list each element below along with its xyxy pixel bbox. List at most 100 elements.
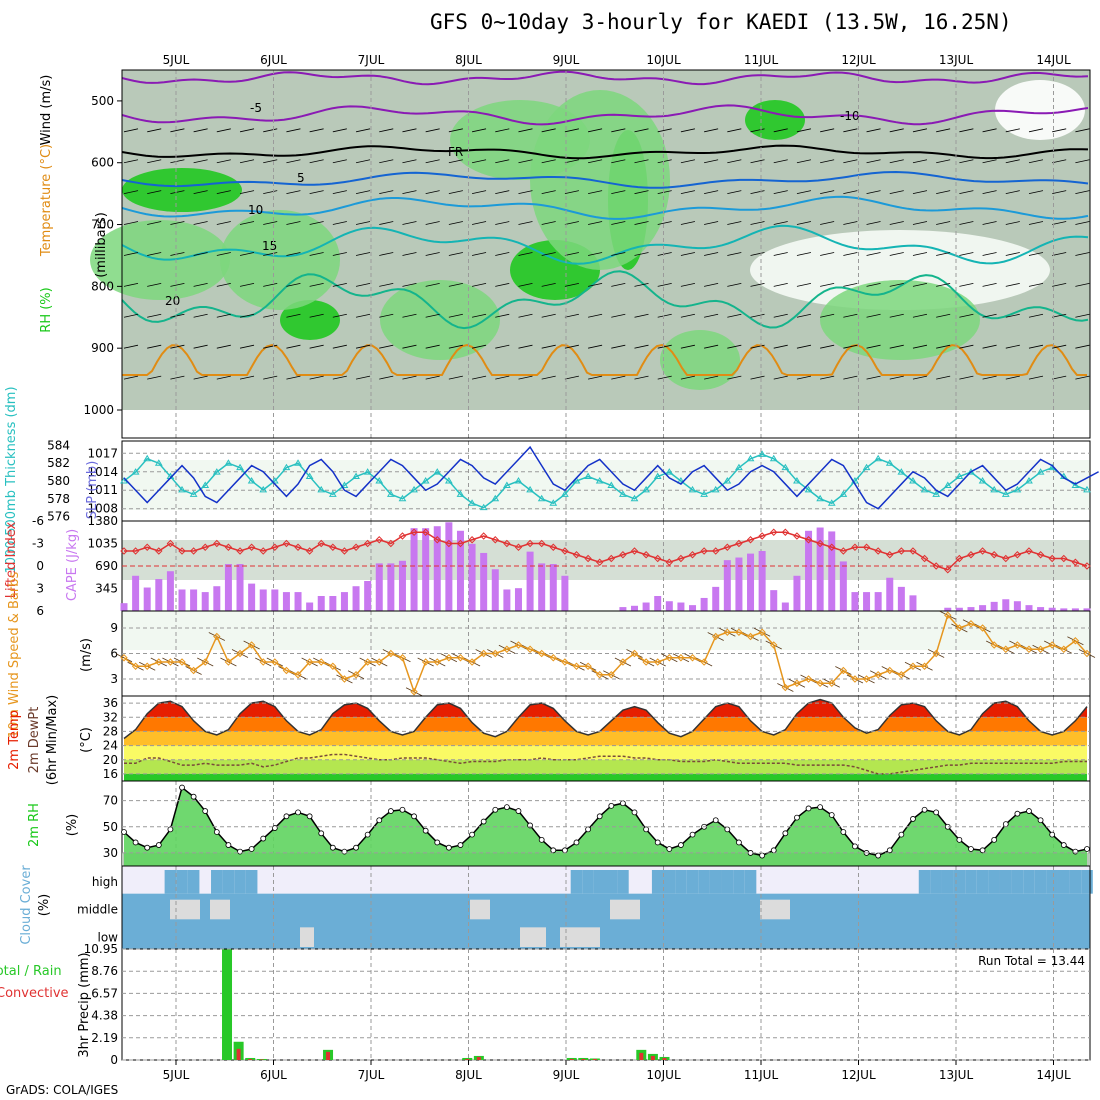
wind-barb: [680, 221, 695, 225]
precip-total-label: Total / Rain: [0, 964, 62, 979]
wind-barb: [611, 282, 626, 287]
cloud-high-cell: [211, 870, 223, 894]
cloud-high-cell: [941, 870, 954, 894]
thickness-line-point: [549, 499, 558, 506]
rh-line-point: [515, 808, 522, 814]
wind-barb: [750, 313, 765, 318]
wind-speed-line-point: [155, 658, 163, 666]
lifted-index-line-point: [155, 547, 163, 555]
t2m-tick-label: 20: [103, 753, 118, 767]
lifted-index-line-point: [526, 539, 534, 548]
wind-barb: [936, 313, 951, 318]
rh-line-point: [840, 829, 847, 835]
wind-speed-line-point: [259, 658, 267, 666]
t2m-band: [124, 745, 1087, 760]
cloud-high-cell: [663, 870, 676, 894]
wind-barb: [147, 313, 162, 318]
cape-bar: [132, 575, 140, 611]
panel-frame: [121, 948, 1091, 1061]
lifted-index-line-point: [1071, 558, 1080, 566]
cape-bar: [944, 607, 952, 611]
lifted-index-line-point: [723, 543, 732, 551]
lifted-index-line-point: [375, 536, 383, 544]
thickness-line-point: [711, 485, 720, 493]
cloud-gap-cell: [610, 899, 640, 920]
wind-barb: [843, 190, 858, 195]
wind-barb: [773, 221, 788, 225]
wind-barb: [611, 159, 626, 164]
rh-line-point: [399, 806, 406, 813]
wind-barb: [495, 190, 510, 195]
thickness-line-point: [909, 477, 917, 484]
date-label-bottom: 14JUL: [1036, 1068, 1071, 1082]
precip-tick-label: 10.95: [84, 942, 118, 956]
wind-barb: [1075, 190, 1090, 195]
rh-line-point: [411, 813, 417, 820]
wind-barb: [843, 159, 858, 164]
cloud-high-cell: [953, 870, 966, 894]
lifted-index-line-point: [758, 532, 766, 540]
wind-speed-line-point: [584, 662, 592, 670]
lifted-index-line-point: [909, 547, 917, 555]
wind-speed-line-point: [642, 658, 650, 666]
wind-barb: [866, 313, 881, 318]
wind-barb: [402, 344, 417, 349]
wind-barb: [239, 128, 255, 133]
cloud-high-cell: [617, 870, 629, 894]
wind-speed-line-point: [503, 645, 511, 653]
wind-barb: [448, 221, 463, 225]
wind-tick-label: 6: [110, 647, 118, 661]
cape-bar: [689, 605, 697, 611]
wind-speed-line-point: [561, 658, 569, 666]
thickness-line-point: [897, 468, 906, 475]
wind-speed-line-point: [839, 666, 848, 675]
rh-moist-region: [820, 280, 980, 360]
wind-barb: [402, 221, 417, 225]
wind-barb: [912, 221, 928, 225]
date-label-top: 5JUL: [163, 53, 190, 67]
wind-barb: [123, 344, 139, 349]
wind-barb: [518, 252, 533, 256]
lifted-index-line-point: [619, 551, 627, 559]
cape-bar: [851, 592, 859, 611]
rh-line-point: [770, 847, 777, 854]
date-label-top: 11JUL: [744, 53, 779, 67]
thickness-line-point: [700, 490, 709, 497]
precip-conv-bar: [592, 1058, 597, 1060]
cape-bar: [538, 563, 546, 611]
wind-barb: [982, 159, 997, 164]
wind-barb: [1028, 313, 1044, 318]
contour-label: 10: [248, 203, 263, 217]
rh-line-point: [782, 830, 789, 837]
wind-speed-line-point: [595, 671, 604, 679]
cloud-unit-label: (%): [37, 894, 52, 917]
wind-barb: [495, 344, 510, 349]
wind-barb: [518, 221, 533, 225]
wind-speed-line-point: [387, 649, 395, 658]
cape-bar: [259, 589, 267, 611]
lifted-index-line-point: [1002, 554, 1010, 563]
wind-barb: [936, 344, 951, 349]
cloud-gap-cell: [760, 899, 790, 920]
wind-barb: [866, 344, 881, 349]
wind-barb: [495, 221, 510, 225]
t2m-unit-label: (°C): [79, 727, 94, 753]
wind-label: Wind (m/s): [39, 75, 54, 146]
lifted-index-line-point: [120, 547, 128, 555]
wind-barb: [147, 159, 162, 164]
wind-barb: [704, 313, 719, 318]
wind-barb: [1028, 159, 1044, 164]
lifted-index-line-point: [607, 554, 616, 563]
wind-barb: [1052, 159, 1067, 164]
wind-speed-line-point: [189, 666, 198, 675]
wind-barb: [611, 221, 626, 225]
cloud-high-cell: [176, 870, 188, 894]
lifted-index-line-point: [329, 543, 337, 551]
wind-barb: [402, 159, 417, 164]
wind-barb: [541, 282, 556, 287]
cloud-high-cell: [918, 870, 931, 894]
thickness-line-point: [990, 485, 999, 493]
wind-barb: [982, 128, 997, 133]
lifted-index-line-point: [213, 539, 221, 548]
pressure-tick-label: 900: [91, 341, 114, 355]
